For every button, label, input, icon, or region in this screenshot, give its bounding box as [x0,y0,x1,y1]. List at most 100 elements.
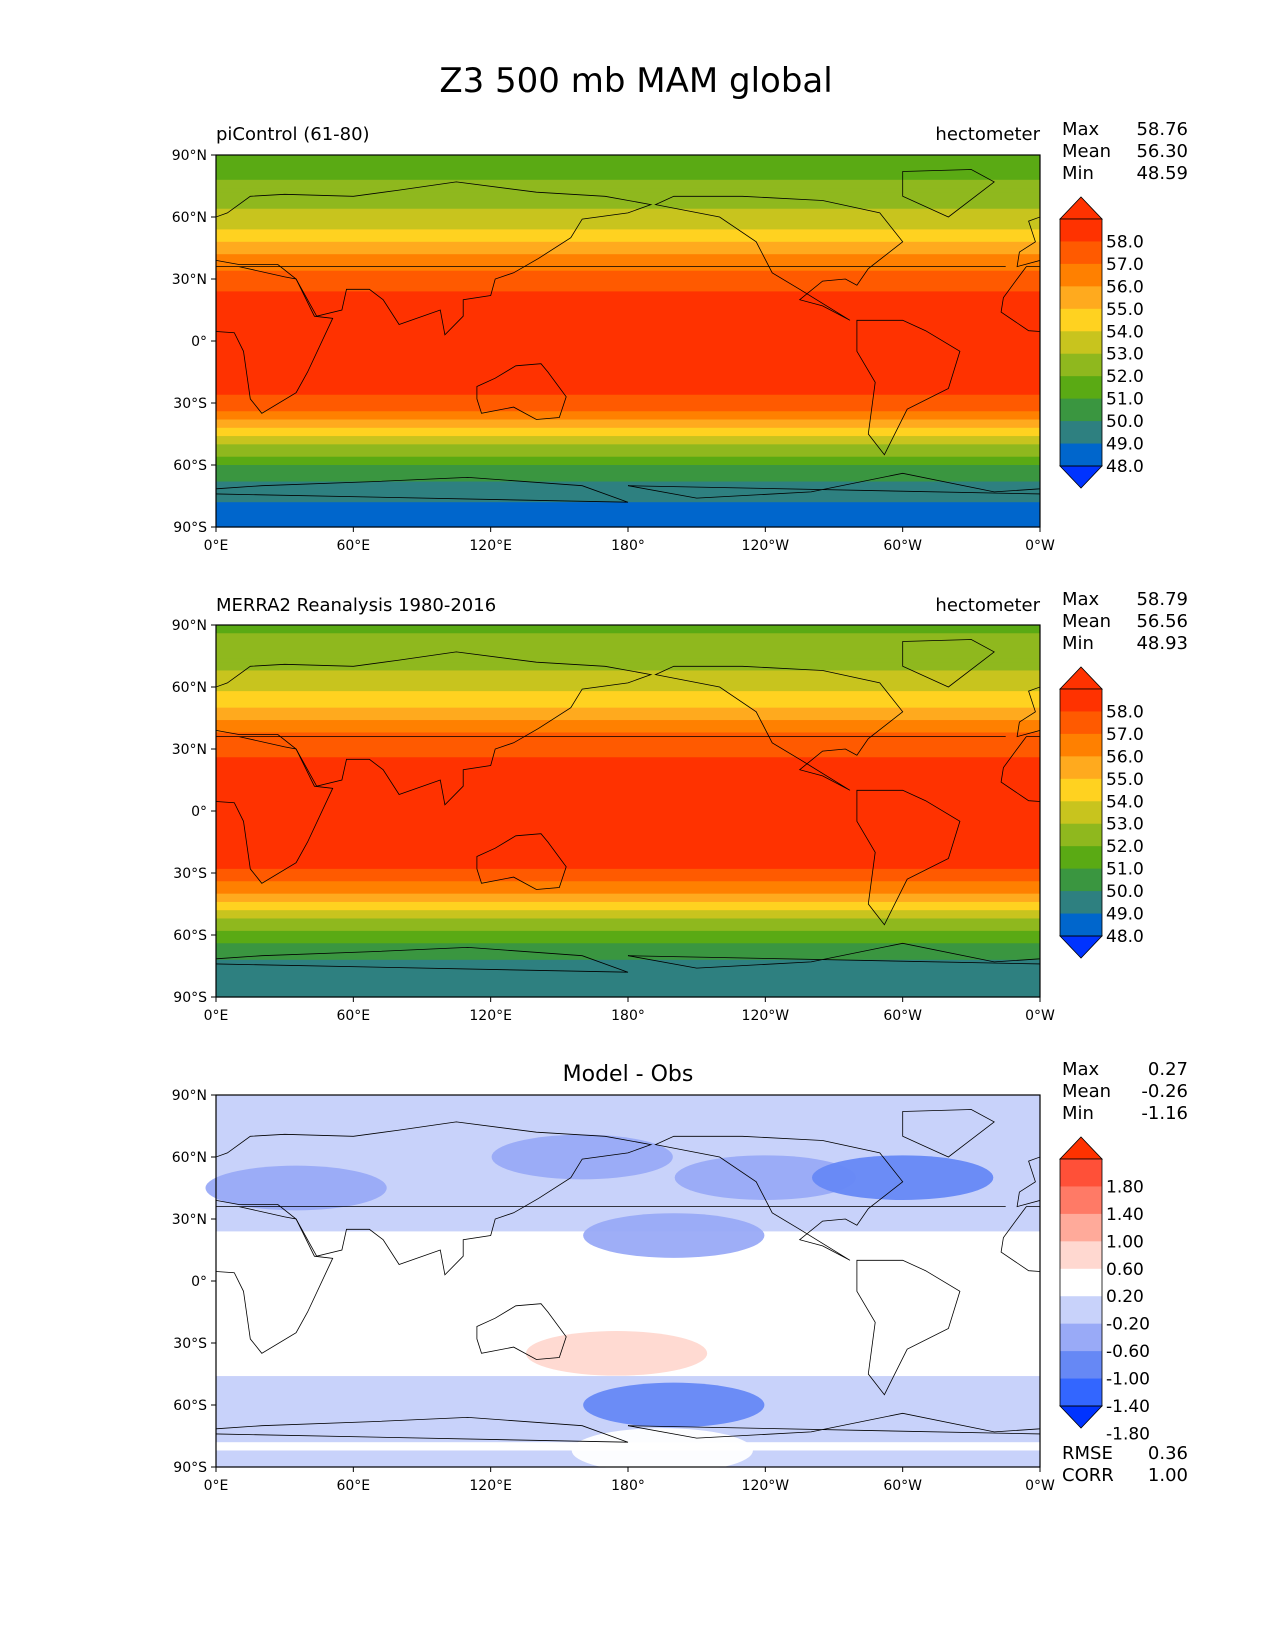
field-band [216,864,1040,870]
field-band [216,163,1040,168]
field-band [216,444,1040,450]
x-tick-label: 180° [611,1478,645,1494]
colorbar-tick-label: 57.0 [1106,725,1144,745]
colorbar-segment [1060,1186,1102,1215]
colorbar-tick-label: 55.0 [1106,300,1144,320]
stat-label: Min [1062,633,1094,654]
field-band [216,1318,1040,1323]
field-band [216,757,1040,762]
y-tick-label: 30°N [172,272,207,288]
field-band [216,629,1040,634]
coastline [216,1206,1006,1354]
field-band [216,1326,1040,1332]
field-band [216,303,1040,309]
panel-subtitle-left: piControl (61-80) [216,124,370,145]
field-band [216,988,1040,994]
coastline [1016,1156,1040,1208]
field-band [216,1202,1040,1208]
field-band [216,1264,1040,1270]
field-band [216,1281,1040,1286]
field-band [216,972,1040,977]
x-tick-label: 120°W [742,1478,790,1494]
colorbar-segment [1060,1296,1102,1325]
field-band [216,448,1040,454]
colorbar-tick-label: 51.0 [1106,860,1144,880]
coastline [902,639,995,688]
y-tick-label: 60°S [173,928,207,944]
field-band [216,910,1040,915]
field-band [216,522,1040,528]
colorbar-segment [1060,689,1102,712]
field-band [216,765,1040,771]
y-tick-label: 0° [191,1274,207,1290]
field-band [216,332,1040,338]
colorbar-tick-label: 54.0 [1106,792,1144,812]
colorbar-tick-label: 50.0 [1106,882,1144,902]
panel-merra2: MERRA2 Reanalysis 1980-2016 hectometer 9… [172,589,1188,1024]
coastline [856,789,961,926]
stat-value: 58.76 [1136,119,1188,140]
x-tick-label: 180° [611,538,645,554]
field-band [216,407,1040,412]
field-band [216,440,1040,445]
colorbar-tick-label: 1.00 [1106,1232,1144,1252]
y-tick-label: 30°S [173,1336,207,1352]
x-tick-label: 120°W [742,1008,790,1024]
field-band [216,831,1040,837]
colorbar-tick-label: 52.0 [1106,367,1144,387]
coastline [627,472,1040,499]
field-band [216,1285,1040,1290]
colorbar-segment [1060,421,1102,445]
field-band [216,1260,1040,1266]
field-band [216,431,1040,437]
field-band [216,1425,1040,1431]
colorbar-segment [1060,1159,1102,1187]
colorbar-frame [1059,1158,1103,1407]
coastlines [216,1109,1040,1443]
field-band [216,1314,1040,1319]
field-band [216,316,1040,321]
field-band [216,217,1040,222]
field-band [216,848,1040,853]
field-band [216,312,1040,317]
y-tick-label: 90°S [173,990,207,1006]
field-band [216,662,1040,667]
field-band [216,361,1040,367]
field-band [216,1177,1040,1183]
field-band [216,955,1040,961]
field-band [216,992,1040,998]
field-band [216,802,1040,808]
colorbar-tick-label: 56.0 [1106,277,1144,297]
field-band [216,670,1040,676]
field-band [216,666,1040,672]
field-band [216,250,1040,255]
x-tick-label: 60°E [336,1008,370,1024]
coastline [902,169,995,218]
y-tick-label: 60°N [172,210,207,226]
stat-value: -0.26 [1141,1081,1188,1102]
coastline [476,1303,567,1360]
coastline [1000,736,1040,802]
colorbar-segment [1060,868,1102,892]
x-tick-label: 120°W [742,538,790,554]
coastline [654,1135,904,1261]
field-band [216,658,1040,663]
field-band [216,167,1040,173]
colorbar-tick-label: 51.0 [1106,390,1144,410]
field-band [216,415,1040,421]
field-band [216,678,1040,684]
field-band [216,1198,1040,1204]
field-band [216,349,1040,354]
stat-label: RMSE [1062,1443,1113,1464]
anomaly-region [525,1331,708,1376]
anomaly-region [571,1428,753,1473]
colorbar-tick-label: -1.80 [1106,1424,1150,1444]
field-band [216,773,1040,779]
field-band [216,856,1040,862]
figure-title: Z3 500 mb MAM global [439,61,832,101]
field-band [216,707,1040,713]
stat-label: Mean [1062,141,1111,162]
colorbar-segment [1060,756,1102,780]
field-band [216,295,1040,301]
field-band [216,703,1040,709]
